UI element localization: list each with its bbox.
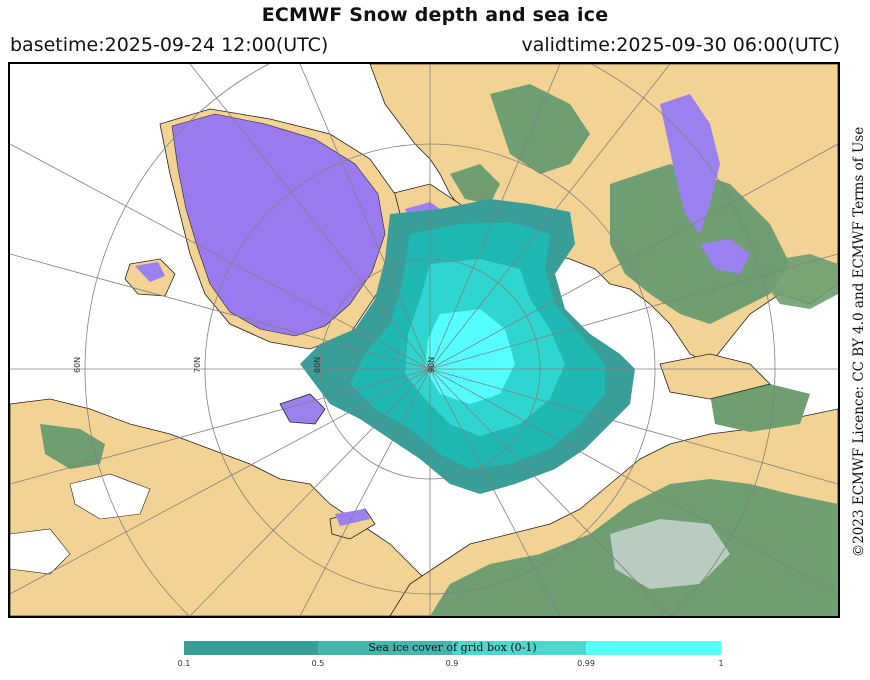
land-chukotka [659, 353, 771, 400]
basetime-label: basetime:2025-09-24 12:00(UTC) [10, 34, 329, 56]
legend: Sea ice cover of grid box (0-1) [184, 641, 721, 655]
legend-color-bar [184, 641, 721, 655]
legend-segment [586, 641, 721, 655]
vegetation-alaska [750, 254, 838, 309]
vegetation-scandinavia [40, 424, 105, 469]
parallel-circles [84, 64, 776, 616]
vegetation-chukotka [710, 384, 810, 432]
snow-novaya-zemlya [335, 509, 370, 526]
greenland-ice-sheet [171, 113, 386, 337]
gulf-bothnia [10, 528, 71, 575]
legend-tick: 0.5 [311, 659, 325, 668]
meridian-lines [10, 64, 838, 616]
licence-text-container: ©2023 ECMWF Licence: CC BY 4.0 and ECMWF… [848, 78, 870, 606]
lat-label-80n: 80N [313, 357, 322, 373]
vegetation-canada-east [490, 84, 590, 174]
legend-ticks: 0.1 0.5 0.9 0.99 1 [178, 659, 724, 671]
land-svalbard [279, 393, 326, 425]
lat-label-70n: 70N [193, 357, 202, 373]
legend-label: Sea ice cover of grid box (0-1) [368, 641, 537, 654]
snow-iceland [135, 262, 165, 282]
lat-label-60n: 60N [73, 357, 82, 373]
legend-tick: 1 [718, 659, 724, 668]
snow-alaska [700, 239, 750, 274]
sea-ice-full [425, 309, 515, 404]
legend-segment [318, 641, 452, 655]
legend-tick: 0.1 [177, 659, 191, 668]
latitude-labels: 60N 70N 80N 90N [73, 357, 436, 373]
chart-title: ECMWF Snow depth and sea ice [261, 4, 609, 26]
legend-tick: 0.9 [445, 659, 459, 668]
licence-text: ©2023 ECMWF Licence: CC BY 4.0 and ECMWF… [851, 126, 867, 558]
map-frame: 60N 70N 80N 90N [8, 62, 840, 618]
white-sea [69, 473, 151, 520]
validtime-label: validtime:2025-09-30 06:00(UTC) [521, 34, 840, 56]
polar-map: 60N 70N 80N 90N [10, 64, 838, 616]
snow-canada-east [660, 94, 720, 234]
lat-label-90n: 90N [427, 357, 436, 373]
snow-siberia [610, 519, 730, 589]
legend-segment [184, 641, 318, 655]
legend-tick: 0.99 [577, 659, 595, 668]
legend-segment [452, 641, 586, 655]
vegetation-arctic-islands [450, 164, 500, 204]
